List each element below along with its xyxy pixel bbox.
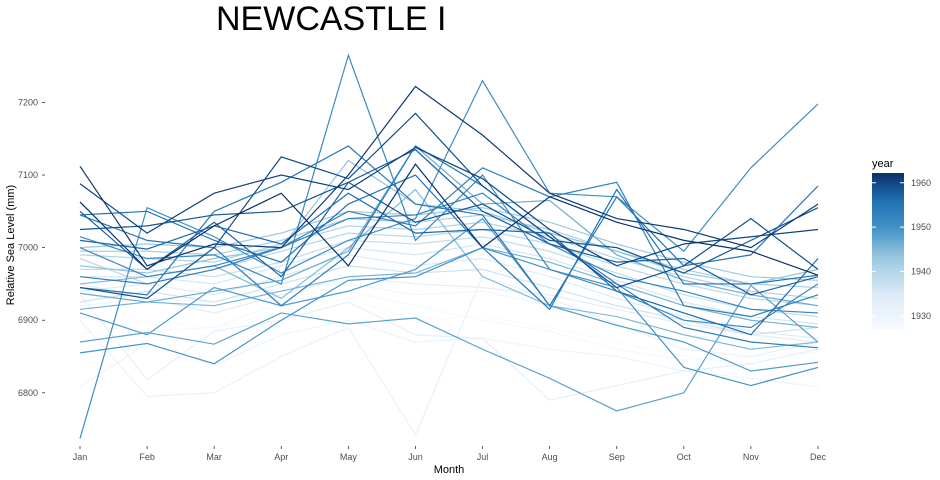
x-tick-label: Oct xyxy=(677,452,692,462)
series-line-1950 xyxy=(79,53,819,329)
x-tick-label: Jul xyxy=(477,452,489,462)
year-legend: year 1930 1940 1950 1960 xyxy=(872,158,931,330)
legend-tick-label: 1950 xyxy=(911,222,931,232)
x-tick-label: Dec xyxy=(810,452,827,462)
series-line-1953 xyxy=(79,145,819,349)
y-axis: 6800 6900 7000 7100 7200 xyxy=(18,97,45,398)
series-lines xyxy=(79,53,819,439)
series-line-1948 xyxy=(79,246,819,387)
series-line-1933 xyxy=(79,276,819,343)
x-tick-label: Sep xyxy=(609,452,625,462)
series-line-1947 xyxy=(79,217,819,372)
legend-title: year xyxy=(872,158,894,170)
y-tick-label: 7200 xyxy=(18,97,38,107)
legend-tick-label: 1930 xyxy=(911,311,931,321)
series-line-1952 xyxy=(79,167,819,318)
series-line-1929 xyxy=(79,283,819,347)
y-tick-label: 7000 xyxy=(18,243,38,253)
y-tick-label: 7100 xyxy=(18,170,38,180)
x-tick-label: Mar xyxy=(206,452,222,462)
x-tick-label: Feb xyxy=(139,452,155,462)
series-line-1957 xyxy=(79,148,819,296)
series-line-1949 xyxy=(79,79,819,439)
series-line-1961 xyxy=(79,85,819,267)
legend-tick-label: 1940 xyxy=(911,266,931,276)
series-line-1962 xyxy=(79,163,819,276)
x-axis-title: Month xyxy=(434,464,465,476)
series-line-1945 xyxy=(79,145,819,307)
series-line-1937 xyxy=(80,236,819,318)
series-line-1928 xyxy=(79,290,819,361)
x-tick-label: Apr xyxy=(274,452,288,462)
series-line-1959 xyxy=(79,112,819,300)
y-tick-label: 6900 xyxy=(18,315,38,325)
series-line-1927 xyxy=(79,297,819,372)
y-tick-label: 6800 xyxy=(18,388,38,398)
x-tick-label: Aug xyxy=(542,452,558,462)
series-line-1944 xyxy=(79,247,819,329)
x-axis: Jan Feb Mar Apr May Jun Jul Aug Sep Oct Nov Dec xyxy=(73,446,827,462)
series-line-1931 xyxy=(79,275,819,437)
x-tick-label: May xyxy=(340,452,358,462)
series-line-1951 xyxy=(79,192,819,314)
chart-title: NEWCASTLE I xyxy=(216,0,446,38)
legend-colorbar xyxy=(872,173,904,330)
series-line-1946 xyxy=(79,284,819,412)
series-line-1955 xyxy=(79,174,819,311)
series-line-1940 xyxy=(80,214,819,289)
legend-ticks: 1930 1940 1950 1960 xyxy=(872,178,931,321)
series-line-1936 xyxy=(79,265,819,336)
x-tick-label: Nov xyxy=(743,452,760,462)
series-line-1930 xyxy=(79,319,819,388)
x-tick-label: Jan xyxy=(73,452,88,462)
y-axis-title: Relative Sea Level (mm) xyxy=(5,185,17,305)
x-tick-label: Jun xyxy=(408,452,423,462)
legend-tick-label: 1960 xyxy=(911,178,931,188)
series-line-1958 xyxy=(79,181,819,274)
series-line-1935 xyxy=(80,243,819,325)
